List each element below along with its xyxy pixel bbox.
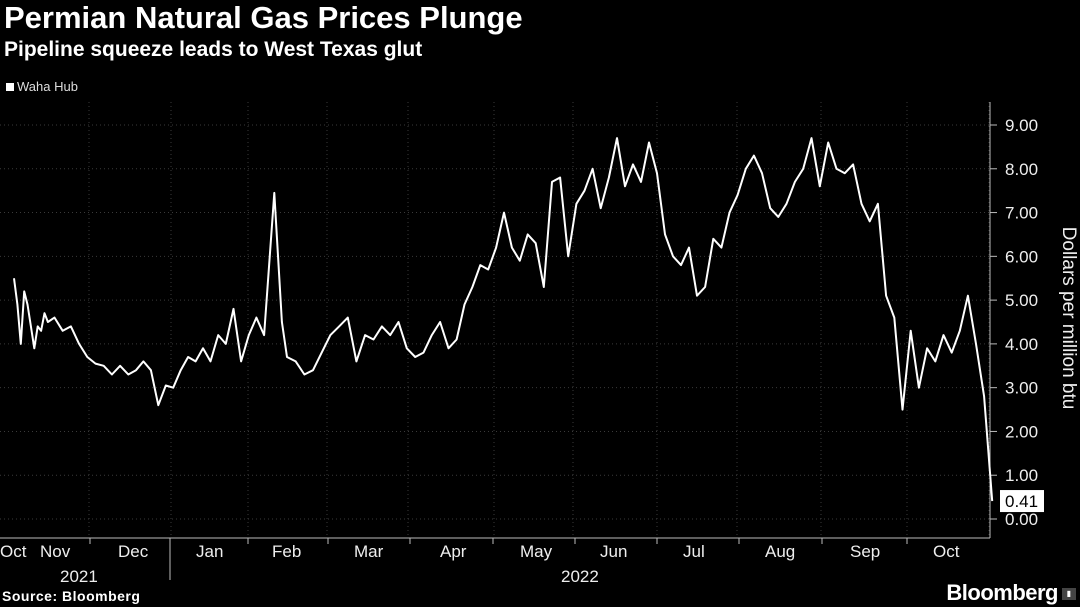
x-tick-label: Feb — [272, 542, 301, 561]
legend: Waha Hub — [6, 79, 78, 94]
y-tick-label: 2.00 — [1005, 422, 1038, 441]
last-value-label: 0.41 — [1005, 492, 1038, 511]
x-tick-label: May — [520, 542, 553, 561]
y-tick-label: 0.00 — [1005, 510, 1038, 529]
x-tick-label: Sep — [850, 542, 880, 561]
chart-title: Permian Natural Gas Prices Plunge — [4, 0, 523, 35]
chart-subtitle: Pipeline squeeze leads to West Texas glu… — [4, 38, 423, 61]
y-tick-label: 1.00 — [1005, 466, 1038, 485]
x-tick-label: Nov — [40, 542, 71, 561]
x-tick-label: Jul — [683, 542, 705, 561]
x-tick-label: Oct — [933, 542, 960, 561]
year-label-2022: 2022 — [561, 567, 599, 586]
y-tick-label: 4.00 — [1005, 335, 1038, 354]
year-label-2021: 2021 — [60, 567, 98, 586]
brand-mark-icon: ▮ — [1062, 588, 1076, 600]
y-tick-label: 8.00 — [1005, 160, 1038, 179]
x-tick-label: Dec — [118, 542, 149, 561]
x-tick-label: Jun — [600, 542, 627, 561]
y-tick-label: 3.00 — [1005, 379, 1038, 398]
y-axis-title: Dollars per million btu — [1058, 227, 1079, 410]
x-tick-label: Aug — [765, 542, 795, 561]
brand-logo: Bloomberg — [946, 580, 1058, 605]
last-value-box — [1000, 490, 1044, 513]
x-tick-label: Mar — [354, 542, 384, 561]
x-tick-label: Apr — [440, 542, 467, 561]
y-tick-label: 7.00 — [1005, 204, 1038, 223]
y-tick-label: 9.00 — [1005, 116, 1038, 135]
x-tick-label: Jan — [196, 542, 223, 561]
y-tick-label: 6.00 — [1005, 247, 1038, 266]
source-note: Source: Bloomberg — [2, 588, 141, 604]
x-tick-label: Oct — [0, 542, 27, 561]
legend-swatch — [6, 82, 14, 91]
legend-label: Waha Hub — [17, 79, 78, 94]
series-line-waha-hub — [13, 137, 994, 502]
y-tick-label: 5.00 — [1005, 291, 1038, 310]
